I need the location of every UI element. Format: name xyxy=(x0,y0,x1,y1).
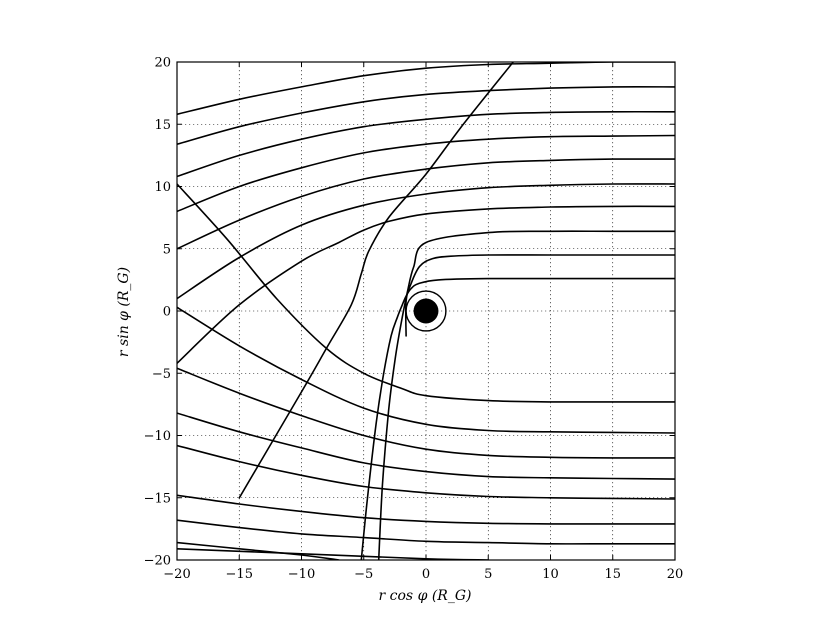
trajectory-line-12 xyxy=(177,184,675,402)
x-tick-label: −15 xyxy=(226,567,253,582)
y-tick-label: −20 xyxy=(144,554,171,569)
trajectory-line-20 xyxy=(177,549,488,560)
y-tick-label: 5 xyxy=(163,242,171,257)
y-tick-label: −15 xyxy=(144,491,171,506)
x-tick-label: −5 xyxy=(354,567,373,582)
y-tick-label: −10 xyxy=(144,429,171,444)
x-tick-label: 20 xyxy=(667,567,684,582)
black-hole xyxy=(406,291,446,331)
y-tick-label: −5 xyxy=(152,367,171,382)
black-hole-disk xyxy=(414,299,439,324)
x-tick-label: 10 xyxy=(542,567,559,582)
trajectory-line-9 xyxy=(406,255,675,336)
trajectory-line-5 xyxy=(177,159,675,249)
x-tick-label: 0 xyxy=(422,567,430,582)
y-tick-label: 0 xyxy=(163,305,171,320)
y-tick-label: 15 xyxy=(154,118,171,133)
x-tick-label: −20 xyxy=(163,567,190,582)
x-tick-label: 5 xyxy=(484,567,492,582)
y-tick-label: 20 xyxy=(154,56,171,71)
x-tick-label: −10 xyxy=(288,567,315,582)
trajectory-line-17 xyxy=(177,495,675,524)
y-tick-label: 10 xyxy=(154,180,171,195)
y-axis-label: r sin φ (R_G) xyxy=(116,267,132,357)
trajectory-line-14 xyxy=(177,368,675,458)
trajectory-line-7 xyxy=(177,206,675,363)
x-axis-label: r cos φ (R_G) xyxy=(379,588,472,604)
trajectory-line-11 xyxy=(239,62,513,498)
x-tick-label: 15 xyxy=(604,567,621,582)
